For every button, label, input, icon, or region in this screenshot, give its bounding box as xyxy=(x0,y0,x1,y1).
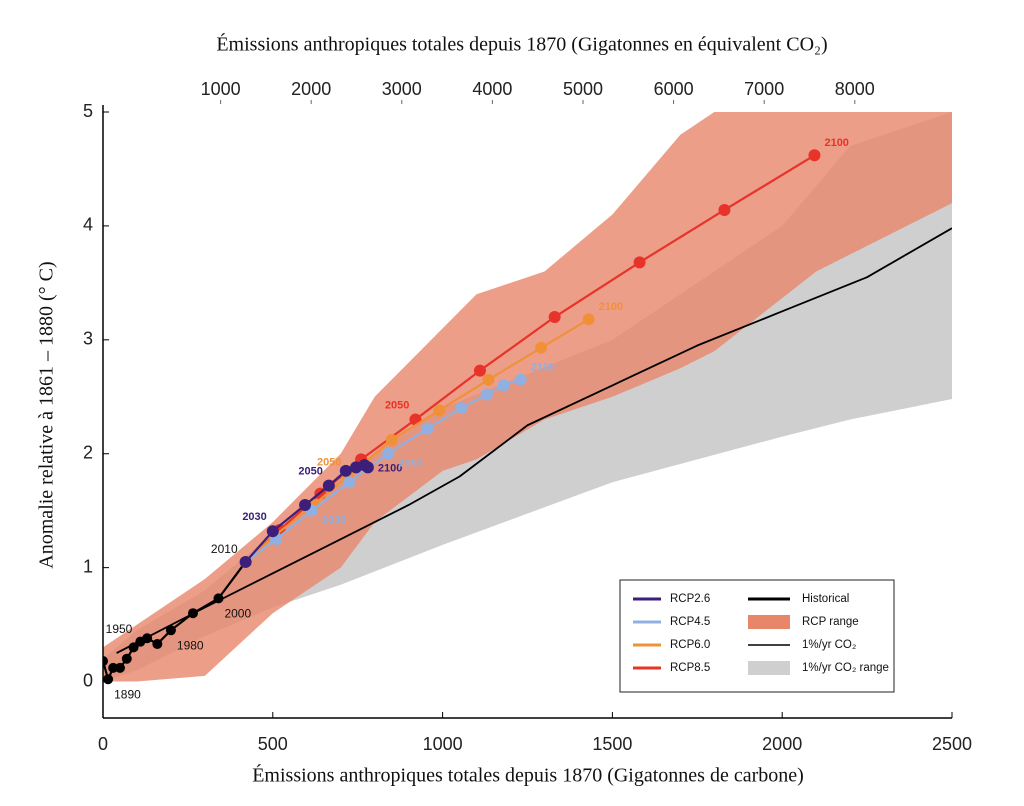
x-tick-label: 1000 xyxy=(423,734,463,754)
point-label: 1950 xyxy=(106,622,133,636)
point xyxy=(361,461,374,474)
point xyxy=(808,149,821,162)
y-tick-label: 1 xyxy=(83,556,93,576)
point xyxy=(165,625,176,636)
x2-axis-title: Émissions anthropiques totales depuis 18… xyxy=(216,33,827,56)
point-label: 2030 xyxy=(242,511,266,523)
legend-swatch xyxy=(748,661,790,675)
point xyxy=(322,479,335,492)
point xyxy=(582,313,595,326)
series-line xyxy=(244,378,522,563)
point-label: 2030 xyxy=(322,515,346,527)
x2-tick-label: 2000 xyxy=(291,79,331,99)
point xyxy=(103,656,108,667)
x-tick-label: 2500 xyxy=(932,734,972,754)
point xyxy=(482,373,495,386)
y-tick-label: 5 xyxy=(83,101,93,121)
point xyxy=(128,642,139,653)
point xyxy=(343,476,356,489)
x-tick-label: 2000 xyxy=(762,734,802,754)
legend-label: Historical xyxy=(802,593,849,605)
legend-label: RCP4.5 xyxy=(670,616,710,628)
point-label: 2000 xyxy=(224,607,251,621)
point xyxy=(299,498,312,511)
point-label: 2050 xyxy=(298,466,322,478)
point-label: 2010 xyxy=(211,542,238,556)
x-tick-label: 0 xyxy=(98,734,108,754)
point xyxy=(548,311,561,324)
y-tick-label: 3 xyxy=(83,329,93,349)
point xyxy=(114,662,125,673)
point-label: 1980 xyxy=(177,638,204,652)
x-axis-title: Émissions anthropiques totales depuis 18… xyxy=(252,764,804,787)
point xyxy=(433,404,446,417)
point xyxy=(187,608,198,619)
legend-label: RCP range xyxy=(802,616,859,628)
y-tick-label: 4 xyxy=(83,215,93,235)
y-tick-label: 2 xyxy=(83,442,93,462)
series-line xyxy=(244,154,816,563)
legend-label: RCP8.5 xyxy=(670,662,710,674)
series-line xyxy=(116,227,952,654)
point-label: 2100 xyxy=(378,462,402,474)
point xyxy=(535,341,548,354)
point xyxy=(480,388,493,401)
point xyxy=(266,525,279,538)
legend-box xyxy=(619,579,895,693)
x-tick-label: 500 xyxy=(258,734,288,754)
point xyxy=(497,379,510,392)
point xyxy=(514,373,527,386)
point xyxy=(121,653,132,664)
point xyxy=(339,464,352,477)
point-label: 1890 xyxy=(114,687,141,701)
x2-tick-label: 1000 xyxy=(201,79,241,99)
point-label: 2050 xyxy=(317,456,341,468)
y-tick-label: 0 xyxy=(83,670,93,690)
legend-label: 1%/yr CO₂ range xyxy=(802,662,889,674)
point-label: 2100 xyxy=(531,362,555,374)
point xyxy=(718,203,731,216)
y-axis-title: Anomalie relative à 1861 – 1880 (° C) xyxy=(36,261,58,568)
point xyxy=(633,256,646,269)
legend-label: RCP6.0 xyxy=(670,639,710,651)
range-band xyxy=(103,112,952,682)
legend-label: 1%/yr CO₂ xyxy=(802,639,856,651)
point xyxy=(473,364,486,377)
x2-tick-label: 8000 xyxy=(835,79,875,99)
x2-tick-label: 4000 xyxy=(472,79,512,99)
point-label: 2050 xyxy=(398,458,422,470)
x2-tick-label: 3000 xyxy=(382,79,422,99)
legend-label: RCP2.6 xyxy=(670,593,710,605)
x2-tick-label: 7000 xyxy=(744,79,784,99)
x-tick-label: 1500 xyxy=(592,734,632,754)
point-label: 2050 xyxy=(385,399,409,411)
point xyxy=(455,402,468,415)
point xyxy=(142,633,153,644)
point-label: 2100 xyxy=(824,137,848,149)
point xyxy=(213,593,224,604)
point xyxy=(152,638,163,649)
point xyxy=(103,674,114,685)
plot-area xyxy=(103,112,952,685)
point xyxy=(239,555,252,568)
point-label: 2100 xyxy=(599,301,623,313)
point xyxy=(421,422,434,435)
point xyxy=(385,434,398,447)
point xyxy=(382,447,395,460)
x2-tick-label: 6000 xyxy=(654,79,694,99)
x2-tick-label: 5000 xyxy=(563,79,603,99)
legend-swatch xyxy=(748,615,790,629)
